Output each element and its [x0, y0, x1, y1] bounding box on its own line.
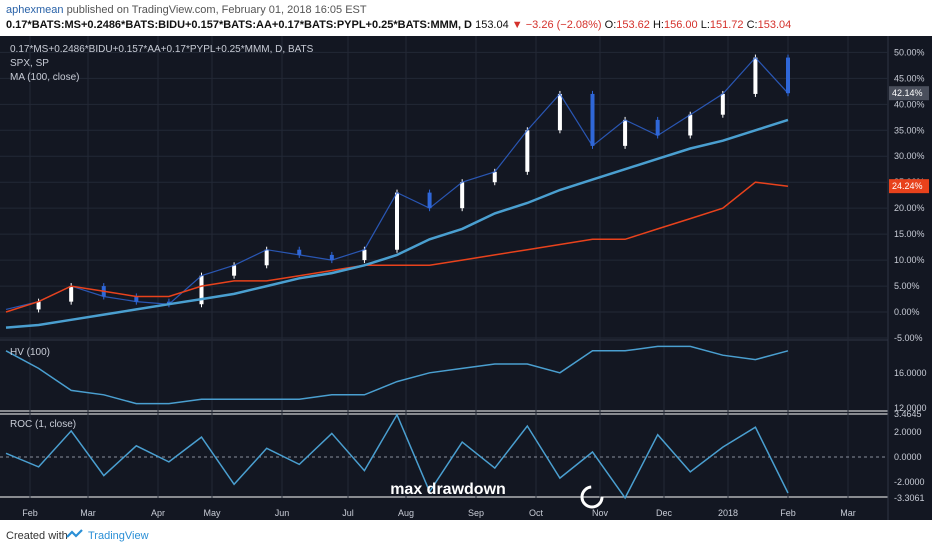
y-tick-label: 5.00%: [894, 281, 920, 291]
candle-body: [623, 119, 628, 146]
chart-background: [0, 36, 932, 520]
high-value: 156.00: [663, 19, 698, 31]
hv-line: [5, 345, 789, 405]
open-value: 153.62: [616, 19, 650, 31]
axis-layer: Feb Mar Apr May Jun Jul Aug Sep Oct Nov Dec 2018 Feb…: [22, 47, 929, 518]
ma-line: [5, 118, 789, 329]
candle-body: [395, 192, 399, 250]
publish-line: aphexmean published on TradingView.com, …: [6, 4, 367, 16]
legend-hv: HV (100): [10, 347, 50, 358]
candle-body: [232, 265, 237, 276]
candle-body: [362, 249, 367, 261]
close-value: 153.04: [757, 19, 792, 31]
created-with-label: Created with: [6, 530, 68, 542]
tradingview-brand[interactable]: TradingView: [88, 530, 149, 542]
symbol-line: 0.17*BATS:MS+0.2486*BATS:BIDU+0.157*BATS…: [6, 19, 791, 31]
y-tick-label: -2.0000: [894, 477, 925, 487]
x-tick-label: Aug: [398, 508, 414, 518]
price-change: ▼ −3.26 (−2.08%): [511, 19, 602, 31]
x-tick-label: Apr: [151, 508, 165, 518]
chart-canvas[interactable]: Feb Mar Apr May Jun Jul Aug Sep Oct Nov Dec 2018 Feb…: [0, 36, 932, 520]
candle-body: [492, 171, 497, 183]
candle-body: [134, 296, 139, 302]
x-tick-label: May: [203, 508, 221, 518]
legend-spx: SPX, SP: [10, 58, 49, 69]
y-tick-label: 30.00%: [894, 151, 925, 161]
main-series-line: [5, 56, 789, 310]
y-tick-label: 45.00%: [894, 73, 925, 83]
candle-body: [590, 93, 595, 146]
candle-body: [329, 254, 334, 261]
y-tick-label: -3.3061: [894, 493, 925, 503]
x-tick-label: Feb: [22, 508, 38, 518]
candle-body: [525, 130, 530, 172]
max-drawdown-annotation: max drawdown: [390, 481, 506, 498]
y-tick-label: 40.00%: [894, 99, 925, 109]
x-tick-label: 2018: [718, 508, 738, 518]
y-tick-label: 2.0000: [894, 427, 922, 437]
x-tick-label: Jun: [275, 508, 290, 518]
y-tick-label: -5.00%: [894, 333, 923, 343]
candle-body: [69, 286, 74, 302]
low-label: L:: [700, 19, 710, 31]
legend-roc: ROC (1, close): [10, 419, 76, 430]
last-value-label: 42.14%: [892, 88, 923, 98]
candle-body: [427, 192, 432, 209]
y-tick-label: 12.0000: [894, 403, 927, 413]
publish-info: published on TradingView.com, February 0…: [66, 4, 367, 16]
grid: [0, 36, 889, 520]
candle-body: [720, 93, 725, 115]
candle-body: [655, 119, 660, 136]
x-tick-label: Dec: [656, 508, 673, 518]
y-tick-label: 3.4645: [894, 409, 922, 419]
symbol-name: 0.17*BATS:MS+0.2486*BATS:BIDU+0.157*BATS…: [6, 19, 473, 31]
series-layer: [5, 54, 790, 500]
legend-ma: MA (100, close): [10, 72, 79, 83]
x-tick-label: Jul: [342, 508, 354, 518]
chart-header: aphexmean published on TradingView.com, …: [0, 0, 932, 34]
high-label: H:: [652, 19, 664, 31]
footer: Created with TradingView: [0, 522, 932, 550]
x-tick-label: Mar: [840, 508, 856, 518]
y-tick-label: 16.0000: [894, 368, 927, 378]
x-tick-label: Sep: [468, 508, 484, 518]
candle-body: [786, 57, 790, 94]
y-tick-label: 0.00%: [894, 307, 920, 317]
x-tick-label: Oct: [529, 508, 544, 518]
last-value-tag: [889, 179, 929, 194]
legend-main: 0.17*MS+0.2486*BIDU+0.157*AA+0.17*PYPL+0…: [10, 44, 314, 55]
tradingview-logo-icon[interactable]: [66, 528, 84, 542]
y-tick-label: 0.0000: [894, 452, 922, 462]
drawdown-marker: [580, 485, 604, 509]
last-value-label: 24.24%: [892, 181, 923, 191]
y-tick-label: 15.00%: [894, 229, 925, 239]
roc-line: [5, 413, 789, 500]
y-tick-label: 10.00%: [894, 255, 925, 265]
candle-body: [199, 275, 204, 305]
author-link[interactable]: aphexmean: [6, 4, 64, 16]
open-label: O:: [604, 19, 617, 31]
candle-body: [460, 182, 465, 209]
last-value-tag: [889, 86, 929, 101]
candle-body: [753, 57, 758, 94]
x-tick-label: Nov: [592, 508, 609, 518]
last-price: 153.04: [475, 19, 509, 31]
candle-body: [36, 301, 41, 310]
y-tick-label: 50.00%: [894, 47, 925, 57]
y-tick-label: 20.00%: [894, 203, 925, 213]
candle-body: [264, 249, 269, 266]
x-tick-label: Mar: [80, 508, 96, 518]
low-value: 151.72: [709, 19, 744, 31]
x-tick-label: Feb: [780, 508, 796, 518]
close-label: C:: [746, 19, 758, 31]
candle-body: [557, 93, 562, 131]
candle-body: [297, 249, 302, 255]
spx-line: [5, 181, 789, 313]
y-tick-label: 35.00%: [894, 125, 925, 135]
candle-body: [688, 114, 693, 136]
